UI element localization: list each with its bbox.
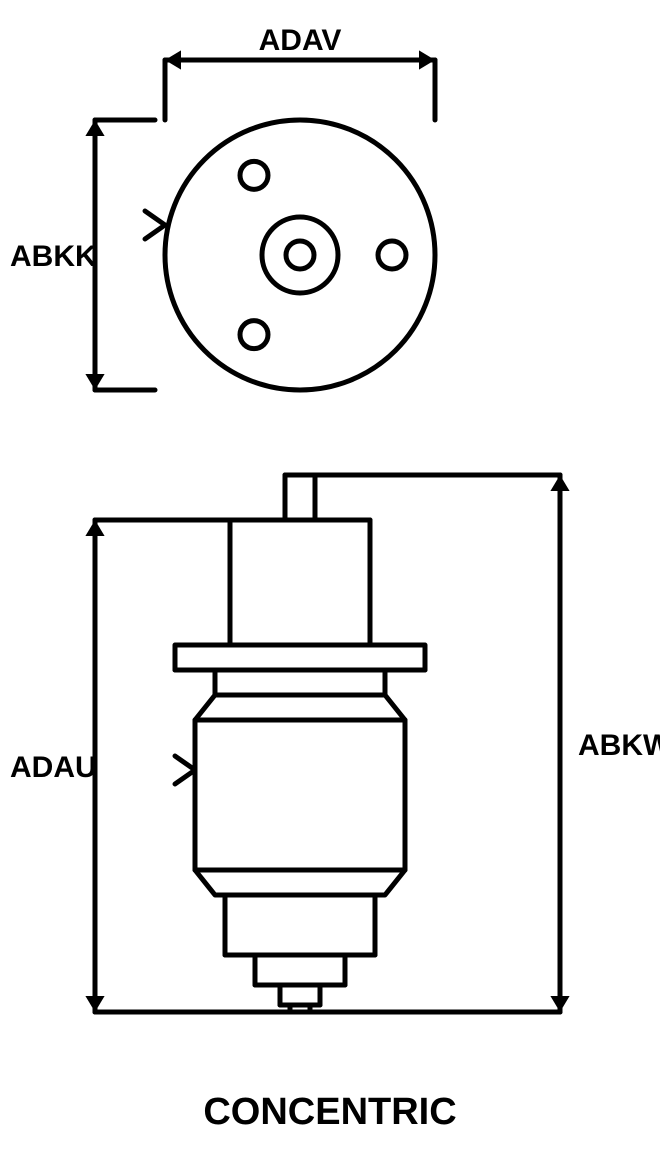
dim-label-adav: ADAV <box>259 24 342 58</box>
diagram-canvas: ADAV ABKK ADAU ABKW CONCENTRIC <box>0 0 660 1170</box>
dim-label-abkk: ABKK <box>10 240 97 274</box>
dim-label-adau: ADAU <box>10 751 97 785</box>
title-label: CONCENTRIC <box>203 1091 456 1134</box>
technical-drawing-svg <box>0 0 660 1170</box>
dim-label-abkw: ABKW <box>578 729 660 763</box>
